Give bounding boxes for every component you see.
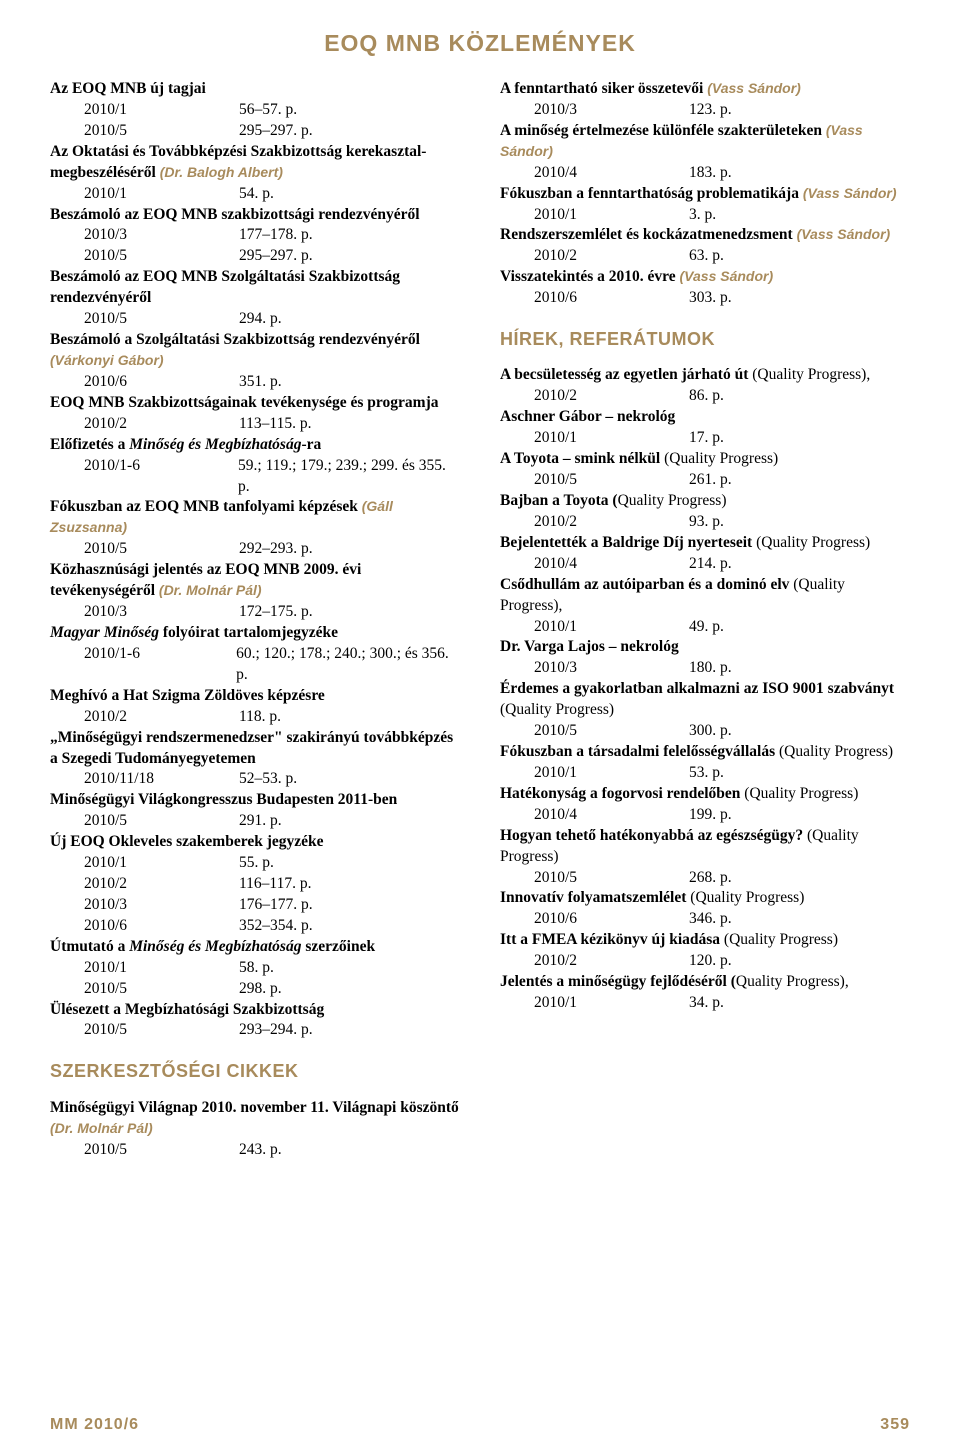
entry-ref: 2010/13. p.: [534, 205, 910, 226]
entry-ref: 2010/117. p.: [534, 428, 910, 449]
entry-title: Aschner Gábor – nekrológ: [500, 407, 910, 428]
entry-title: „Minőségügyi rendszermenedzser" szakirán…: [50, 728, 460, 770]
page: EOQ MNB KÖZLEMÉNYEK Az EOQ MNB új tagjai…: [0, 0, 960, 1452]
entry-ref: 2010/2116–117. p.: [84, 874, 460, 895]
section-heading: SZERKESZTŐSÉGI CIKKEK: [50, 1059, 460, 1083]
entry-title: Bejelentették a Baldrige Díj nyerteseit …: [500, 533, 910, 554]
entry-title: Az Oktatási és Továbbképzési Szakbizotts…: [50, 142, 460, 184]
entry-title: Érdemes a gyakorlatban alkalmazni az ISO…: [500, 679, 910, 721]
entry-title: Beszámoló a Szolgáltatási Szakbizottság …: [50, 330, 460, 372]
entry-title: Innovatív folyamatszemlélet (Quality Pro…: [500, 888, 910, 909]
entry-title: A minőség értelmezése különféle szakterü…: [500, 121, 910, 163]
entry-ref: 2010/149. p.: [534, 617, 910, 638]
entry-title: Beszámoló az EOQ MNB szakbizottsági rend…: [50, 205, 460, 226]
entry-title: Itt a FMEA kézikönyv új kiadása (Quality…: [500, 930, 910, 951]
entry-title: Visszatekintés a 2010. évre (Vass Sándor…: [500, 267, 910, 288]
entry-ref: 2010/5298. p.: [84, 979, 460, 1000]
entry-ref: 2010/3172–175. p.: [84, 602, 460, 623]
entry-title: Csődhullám az autóiparban és a dominó el…: [500, 575, 910, 617]
entry-title: Az EOQ MNB új tagjai: [50, 79, 460, 100]
entry-ref: 2010/3176–177. p.: [84, 895, 460, 916]
entry-ref: 2010/4199. p.: [534, 805, 910, 826]
entry-ref: 2010/153. p.: [534, 763, 910, 784]
entry-title: EOQ MNB Szakbizottságainak tevékenysége …: [50, 393, 460, 414]
entry-title: Új EOQ Okleveles szakemberek jegyzéke: [50, 832, 460, 853]
entry-ref: 2010/5292–293. p.: [84, 539, 460, 560]
entry-ref: 2010/6346. p.: [534, 909, 910, 930]
footer: MM 2010/6 359: [50, 1416, 910, 1434]
right-column: A fenntartható siker összetevői (Vass Sá…: [500, 79, 910, 1160]
entry-ref: 2010/2113–115. p.: [84, 414, 460, 435]
entry-ref: 2010/6352–354. p.: [84, 916, 460, 937]
entry-ref: 2010/156–57. p.: [84, 100, 460, 121]
entry-ref: 2010/5243. p.: [84, 1140, 460, 1161]
entry-ref: 2010/5268. p.: [534, 868, 910, 889]
entry-title: Jelentés a minőségügy fejlődéséről (Qual…: [500, 972, 910, 993]
entry-ref: 2010/3123. p.: [534, 100, 910, 121]
entry-ref: 2010/5294. p.: [84, 309, 460, 330]
entry-title: Közhasznúsági jelentés az EOQ MNB 2009. …: [50, 560, 460, 602]
entry-ref: 2010/4183. p.: [534, 163, 910, 184]
entry-ref: 2010/6351. p.: [84, 372, 460, 393]
entry-ref: 2010/293. p.: [534, 512, 910, 533]
entry-ref: 2010/5261. p.: [534, 470, 910, 491]
entry-ref: 2010/2120. p.: [534, 951, 910, 972]
entry-ref: 2010/1-660.; 120.; 178.; 240.; 300.; és …: [84, 644, 460, 686]
entry-title: Hatékonyság a fogorvosi rendelőben (Qual…: [500, 784, 910, 805]
entry-ref: 2010/263. p.: [534, 246, 910, 267]
entry-ref: 2010/11/1852–53. p.: [84, 769, 460, 790]
entry-title: A Toyota – smink nélkül (Quality Progres…: [500, 449, 910, 470]
entry-ref: 2010/2118. p.: [84, 707, 460, 728]
entry-title: Fókuszban a társadalmi felelősségvállalá…: [500, 742, 910, 763]
entry-ref: 2010/5295–297. p.: [84, 121, 460, 142]
entry-title: Hogyan tehető hatékonyabbá az egészségüg…: [500, 826, 910, 868]
entry-ref: 2010/6303. p.: [534, 288, 910, 309]
left-column: Az EOQ MNB új tagjai2010/156–57. p.2010/…: [50, 79, 460, 1160]
entry-title: Meghívó a Hat Szigma Zöldöves képzésre: [50, 686, 460, 707]
entry-title: Magyar Minőség folyóirat tartalomjegyzék…: [50, 623, 460, 644]
entry-title: Útmutató a Minőség és Megbízhatóság szer…: [50, 937, 460, 958]
entry-ref: 2010/154. p.: [84, 184, 460, 205]
entry-ref: 2010/134. p.: [534, 993, 910, 1014]
entry-title: A fenntartható siker összetevői (Vass Sá…: [500, 79, 910, 100]
entry-title: Ülésezett a Megbízhatósági Szakbizottság: [50, 1000, 460, 1021]
entry-ref: 2010/4214. p.: [534, 554, 910, 575]
entry-ref: 2010/158. p.: [84, 958, 460, 979]
entry-ref: 2010/3180. p.: [534, 658, 910, 679]
entry-ref: 2010/5295–297. p.: [84, 246, 460, 267]
entry-title: Beszámoló az EOQ MNB Szolgáltatási Szakb…: [50, 267, 460, 309]
entry-title: Előfizetés a Minőség és Megbízhatóság-ra: [50, 435, 460, 456]
entry-title: Dr. Varga Lajos – nekrológ: [500, 637, 910, 658]
footer-right: 359: [880, 1416, 910, 1434]
entry-ref: 2010/3177–178. p.: [84, 225, 460, 246]
entry-title: Fókuszban az EOQ MNB tanfolyami képzések…: [50, 497, 460, 539]
page-header: EOQ MNB KÖZLEMÉNYEK: [50, 30, 910, 57]
footer-left: MM 2010/6: [50, 1416, 139, 1434]
entry-title: A becsületesség az egyetlen járható út (…: [500, 365, 910, 386]
entry-ref: 2010/5293–294. p.: [84, 1020, 460, 1041]
section-heading: HÍREK, REFERÁTUMOK: [500, 327, 910, 351]
columns: Az EOQ MNB új tagjai2010/156–57. p.2010/…: [50, 79, 910, 1160]
entry-title: Rendszerszemlélet és kockázatmenedzsment…: [500, 225, 910, 246]
entry-title: Minőségügyi Világkongresszus Budapesten …: [50, 790, 460, 811]
entry-title: Minőségügyi Világnap 2010. november 11. …: [50, 1098, 460, 1140]
entry-title: Fókuszban a fenntarthatóság problematiká…: [500, 184, 910, 205]
entry-ref: 2010/1-659.; 119.; 179.; 239.; 299. és 3…: [84, 456, 460, 498]
entry-ref: 2010/5291. p.: [84, 811, 460, 832]
entry-ref: 2010/5300. p.: [534, 721, 910, 742]
entry-ref: 2010/286. p.: [534, 386, 910, 407]
entry-title: Bajban a Toyota (Quality Progress): [500, 491, 910, 512]
entry-ref: 2010/155. p.: [84, 853, 460, 874]
